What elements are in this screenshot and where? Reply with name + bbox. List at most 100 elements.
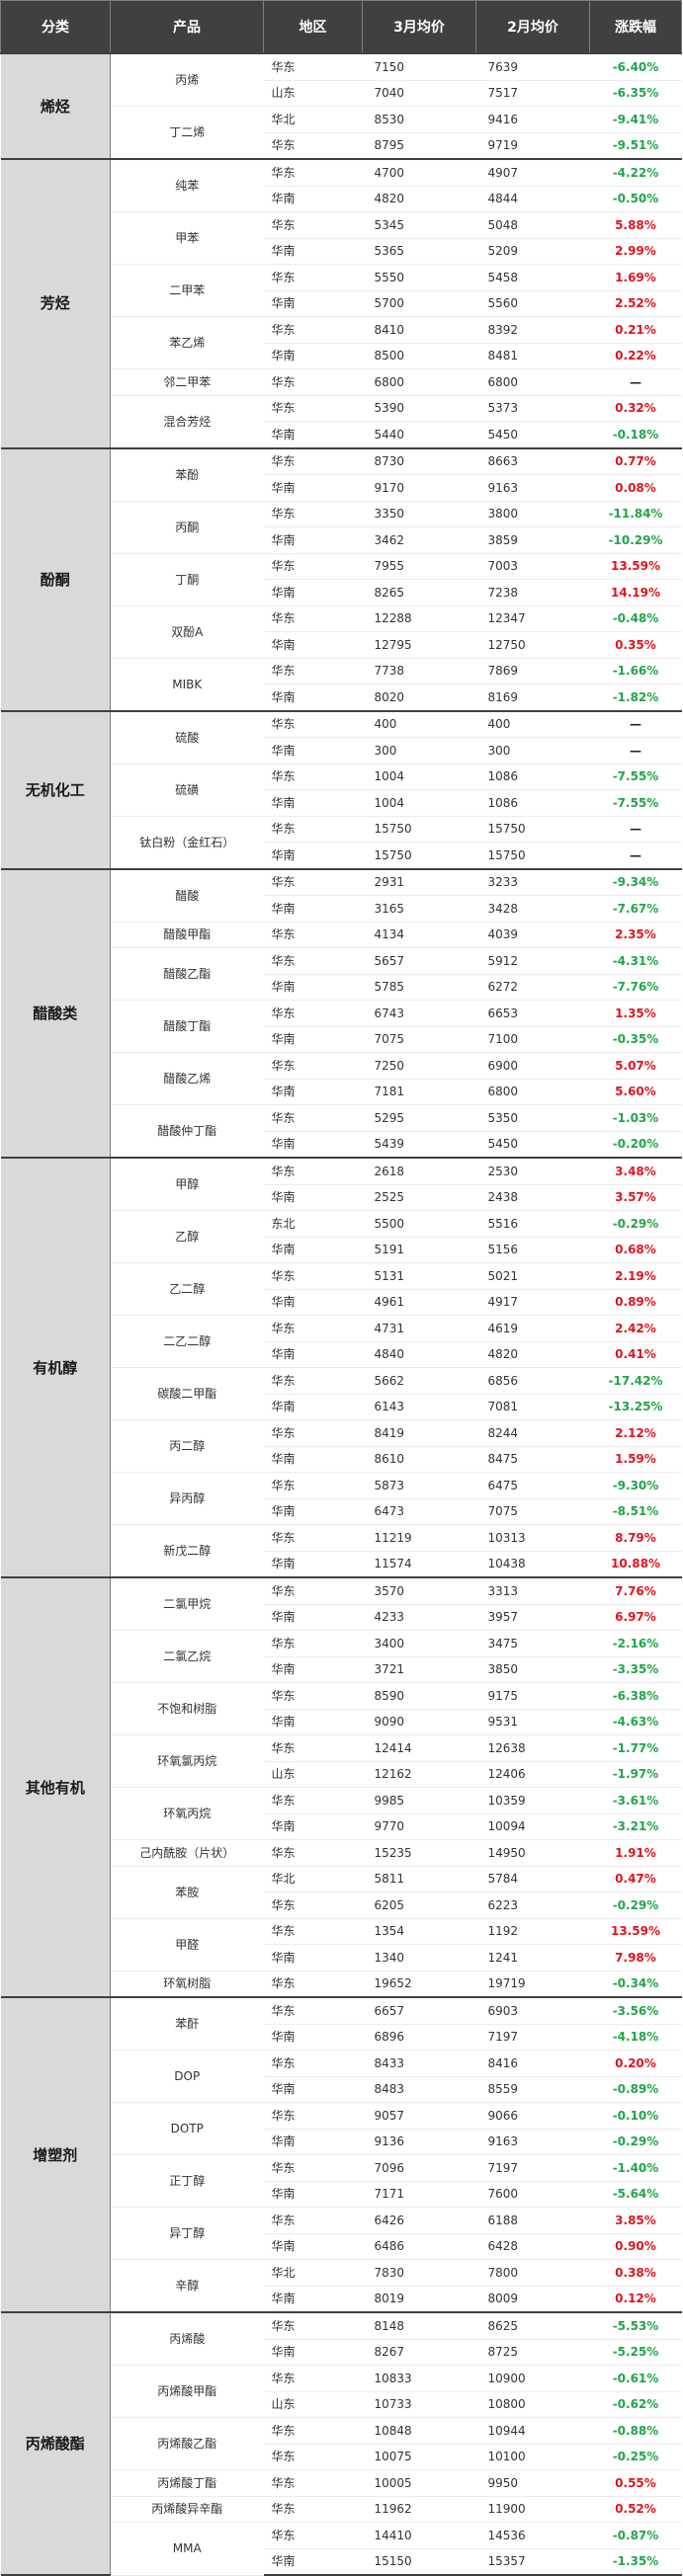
- table-row: 华南 8019 8009 0.12%: [1, 2286, 682, 2313]
- product-cell: 硫酸: [110, 709, 264, 765]
- table-row: 华南 4840 4820 0.41%: [1, 1341, 682, 1368]
- change-cell: -0.18%: [589, 421, 682, 449]
- change-cell: 3.85%: [589, 2207, 682, 2234]
- region-cell: 华南: [263, 1498, 363, 1525]
- change-cell: -4.18%: [589, 2024, 682, 2051]
- region-cell: 华东: [263, 2365, 363, 2392]
- region-cell: 华东: [263, 52, 363, 81]
- region-cell: 华南: [263, 1237, 363, 1263]
- table-row: 苯胺 华北 5811 5784 0.47%: [1, 1866, 682, 1919]
- march-price-cell: 5390: [362, 395, 476, 422]
- product-cell: 环氧丙烷: [110, 1787, 264, 1840]
- march-price-cell: 5131: [362, 1262, 476, 1290]
- region-cell: 华东: [263, 1262, 363, 1290]
- change-cell: 0.20%: [589, 2050, 682, 2077]
- change-cell: 0.32%: [589, 395, 682, 422]
- february-price-cell: 1086: [475, 789, 590, 817]
- march-price-cell: 10075: [362, 2444, 476, 2470]
- march-price-cell: 5500: [362, 1210, 476, 1238]
- change-cell: 13.59%: [589, 553, 682, 580]
- region-cell: 华南: [263, 1813, 363, 1840]
- february-price-cell: 9163: [475, 474, 590, 502]
- header-february-avg: 2月均价: [475, 0, 590, 54]
- region-cell: 山东: [263, 2391, 363, 2418]
- march-price-cell: 6657: [362, 1996, 476, 2025]
- table-row: 环氧丙烷 华东 9985 10359 -3.61%: [1, 1787, 682, 1840]
- product-cell: 新戊二醇: [110, 1524, 264, 1578]
- change-cell: 5.60%: [589, 1079, 682, 1105]
- change-cell: -0.87%: [589, 2522, 682, 2549]
- table-row: 华南 8267 8725 -5.25%: [1, 2339, 682, 2366]
- march-price-cell: 8019: [362, 2286, 476, 2313]
- region-cell: 华东: [263, 211, 363, 239]
- table-row: 华南 6896 7197 -4.18%: [1, 2024, 682, 2051]
- change-cell: -0.29%: [589, 2129, 682, 2155]
- product-cell: 丁酮: [110, 553, 264, 606]
- product-cell: 丙烯: [110, 52, 264, 107]
- region-cell: 华东: [263, 1918, 363, 1945]
- march-price-cell: 5439: [362, 1131, 476, 1159]
- region-cell: 华南: [263, 1656, 363, 1683]
- march-price-cell: 6486: [362, 2233, 476, 2260]
- product-cell: 醋酸: [110, 867, 264, 923]
- change-cell: 14.19%: [589, 579, 682, 606]
- region-cell: 华南: [263, 2548, 363, 2576]
- february-price-cell: 7238: [475, 579, 590, 606]
- march-price-cell: 8020: [362, 684, 476, 712]
- february-price-cell: 3850: [475, 1656, 590, 1683]
- change-cell: 0.38%: [589, 2259, 682, 2287]
- product-cell: 二氯甲烷: [110, 1576, 264, 1631]
- region-cell: 华南: [263, 1446, 363, 1473]
- march-price-cell: 5662: [362, 1367, 476, 1395]
- march-price-cell: 10848: [362, 2417, 476, 2445]
- change-cell: -0.35%: [589, 1026, 682, 1053]
- product-cell: MIBK: [110, 658, 264, 711]
- march-price-cell: 8148: [362, 2311, 476, 2340]
- change-cell: 2.35%: [589, 922, 682, 948]
- region-cell: 华南: [263, 789, 363, 817]
- change-cell: 1.91%: [589, 1839, 682, 1867]
- march-price-cell: 8730: [362, 446, 476, 475]
- table-row: 华南 5365 5209 2.99%: [1, 238, 682, 265]
- march-price-cell: 12795: [362, 631, 476, 659]
- product-cell: 乙醇: [110, 1210, 264, 1263]
- change-cell: -0.29%: [589, 1892, 682, 1919]
- region-cell: 华东: [263, 816, 363, 843]
- table-row: 华南 3462 3859 -10.29%: [1, 526, 682, 554]
- march-price-cell: 3721: [362, 1656, 476, 1683]
- region-cell: 华东: [263, 1630, 363, 1657]
- region-cell: 华东: [263, 1787, 363, 1814]
- march-price-cell: 4233: [362, 1604, 476, 1631]
- february-price-cell: 12638: [475, 1734, 590, 1762]
- region-cell: 华南: [263, 1026, 363, 1053]
- region-cell: 华东: [263, 2522, 363, 2549]
- region-cell: 华东: [263, 2469, 363, 2497]
- product-cell: 乙二醇: [110, 1262, 264, 1316]
- change-cell: -0.48%: [589, 605, 682, 632]
- region-cell: 华南: [263, 1394, 363, 1420]
- march-price-cell: 6205: [362, 1892, 476, 1919]
- march-price-cell: 1354: [362, 1918, 476, 1945]
- table-row: 华南 4820 4844 -0.50%: [1, 186, 682, 212]
- february-price-cell: 7197: [475, 2024, 590, 2051]
- march-price-cell: 5365: [362, 238, 476, 265]
- table-row: 华南 8020 8169 -1.82%: [1, 684, 682, 712]
- table-row: 华南 4233 3957 6.97%: [1, 1604, 682, 1631]
- region-cell: 华东: [263, 1576, 363, 1605]
- change-cell: 0.12%: [589, 2286, 682, 2313]
- table-row: 华南 1004 1086 -7.55%: [1, 789, 682, 817]
- february-price-cell: 7869: [475, 658, 590, 684]
- february-price-cell: 5450: [475, 1131, 590, 1159]
- february-price-cell: 9416: [475, 106, 590, 133]
- header-march-avg: 3月均价: [362, 0, 476, 54]
- table-row: 烯烃 丙烯 华东 7150 7639 -6.40%: [0, 52, 682, 160]
- march-price-cell: 9985: [362, 1787, 476, 1814]
- product-cell: 丙烯酸丁酯: [110, 2469, 264, 2497]
- region-cell: 华南: [263, 842, 363, 870]
- product-cell: 丙烯酸异辛酯: [110, 2496, 264, 2523]
- march-price-cell: 15150: [362, 2548, 476, 2576]
- product-cell: 丙烯酸甲酯: [110, 2365, 264, 2418]
- change-cell: -3.61%: [589, 1787, 682, 1814]
- table-row: 华东 6205 6223 -0.29%: [1, 1892, 682, 1919]
- change-cell: -0.25%: [589, 2444, 682, 2470]
